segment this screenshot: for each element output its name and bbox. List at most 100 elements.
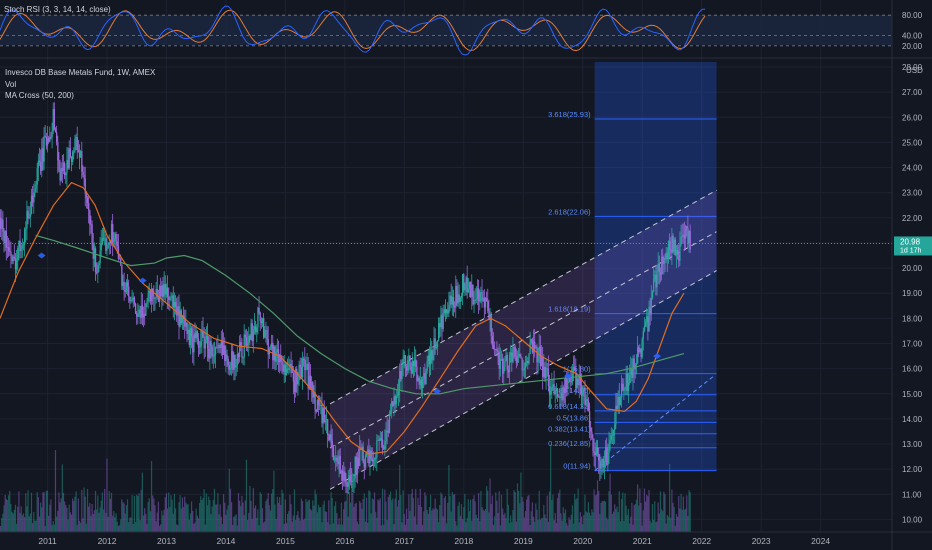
- volume-bar: [118, 525, 121, 532]
- candle-body: [514, 347, 516, 357]
- candle-body: [670, 249, 672, 253]
- time-axis-label: 2015: [276, 536, 295, 546]
- volume-bar: [479, 521, 481, 532]
- candle-body: [357, 457, 360, 466]
- volume-bar: [307, 500, 309, 532]
- stoch-rsi-title[interactable]: Stoch RSI (3, 3, 14, 14, close): [4, 5, 111, 14]
- volume-bar: [431, 510, 433, 532]
- volume-bar: [355, 502, 357, 532]
- candle-body: [454, 306, 456, 308]
- candle-body: [570, 381, 572, 383]
- candle-body: [106, 248, 108, 251]
- candle-body: [648, 306, 650, 332]
- stoch-rsi-pane[interactable]: [0, 5, 932, 59]
- volume-bar: [441, 494, 443, 532]
- volume-bar: [472, 499, 474, 532]
- candle-body: [481, 292, 483, 302]
- ma-cross-marker: [653, 353, 662, 360]
- volume-bar: [672, 502, 674, 532]
- regression-channel[interactable]: [329, 189, 717, 490]
- candle-body: [482, 297, 484, 302]
- volume-bar: [193, 523, 195, 532]
- candle-body: [290, 363, 292, 366]
- candle-body: [492, 345, 495, 350]
- volume-bar: [305, 498, 307, 532]
- volume-bar: [578, 522, 580, 532]
- candle-body: [519, 354, 521, 357]
- volume-bar: [463, 507, 465, 532]
- volume-bar: [623, 521, 625, 532]
- candle-body: [625, 373, 627, 388]
- candle-body: [86, 197, 89, 204]
- candle-body: [384, 440, 386, 450]
- volume-bar: [48, 515, 50, 532]
- volume-bar: [332, 523, 334, 532]
- volume-bar: [402, 490, 404, 532]
- candle-body: [529, 342, 531, 355]
- candle-body: [154, 298, 156, 299]
- volume-bar: [235, 514, 237, 532]
- candle-body: [335, 457, 337, 460]
- price-candles[interactable]: [0, 102, 691, 494]
- vol-legend[interactable]: Vol: [5, 80, 17, 89]
- candle-body: [57, 142, 59, 161]
- symbol-title[interactable]: Invesco DB Base Metals Fund, 1W, AMEX: [5, 68, 156, 77]
- volume-bar: [82, 518, 84, 532]
- candle-body: [373, 458, 376, 461]
- volume-bar: [231, 502, 233, 532]
- candle-body: [188, 329, 190, 345]
- candle-body: [376, 440, 378, 458]
- volume-bar: [674, 525, 676, 532]
- candle-body: [80, 151, 82, 158]
- volume-bar: [260, 494, 262, 532]
- candle-body: [1, 219, 3, 229]
- volume-bar: [264, 521, 266, 532]
- volume-bar: [190, 501, 193, 532]
- volume-bar: [104, 488, 106, 532]
- candle-body: [465, 277, 467, 284]
- volume-bar: [408, 494, 410, 532]
- candle-body: [123, 281, 125, 290]
- ma-cross-legend[interactable]: MA Cross (50, 200): [5, 91, 74, 100]
- candle-body: [118, 258, 121, 260]
- candle-body: [314, 392, 316, 410]
- candle-body: [479, 292, 481, 302]
- candle-body: [49, 136, 51, 142]
- candle-body: [423, 373, 425, 379]
- volume-bar: [638, 505, 640, 532]
- volume-bar: [651, 504, 654, 532]
- volume-bar: [282, 493, 284, 532]
- channel-lower-line: [329, 270, 717, 490]
- candle-body: [235, 365, 237, 368]
- ma50-line: [0, 181, 685, 455]
- candle-body: [555, 389, 558, 391]
- volume-bar: [86, 488, 89, 532]
- volume-bar: [154, 505, 156, 532]
- volume-bar: [90, 515, 92, 532]
- candle-body: [351, 481, 353, 483]
- candle-body: [498, 351, 500, 369]
- candle-body: [630, 369, 632, 375]
- volume-bar: [174, 508, 177, 532]
- candle-body: [45, 136, 48, 146]
- candle-body: [484, 298, 487, 308]
- volume-bar: [412, 498, 415, 532]
- volume-bar: [608, 491, 610, 532]
- volume-bar: [506, 488, 508, 532]
- candle-body: [686, 226, 688, 229]
- volume-bar: [291, 521, 293, 532]
- candle-body: [680, 236, 682, 244]
- volume-bar: [356, 521, 358, 532]
- volume-bar: [636, 484, 639, 532]
- volume-bar: [237, 493, 240, 532]
- volume-bar: [575, 499, 577, 532]
- candle-body: [616, 405, 618, 409]
- volume-bar: [617, 511, 619, 532]
- candle-body: [652, 279, 655, 292]
- volume-bar: [275, 519, 277, 532]
- candle-body: [362, 446, 364, 463]
- candle-body: [396, 395, 399, 397]
- candle-body: [34, 188, 36, 193]
- volume-bar: [487, 490, 489, 532]
